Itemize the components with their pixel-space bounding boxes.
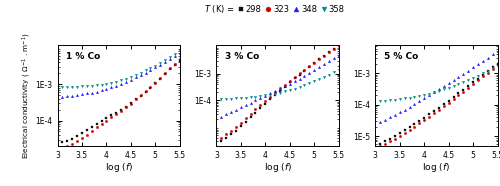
Text: 3 % Co: 3 % Co bbox=[225, 52, 259, 61]
X-axis label: log ($f$): log ($f$) bbox=[104, 161, 132, 174]
Legend: $T$ (K) =, 298, 323, 348, 358: $T$ (K) =, 298, 323, 348, 358 bbox=[194, 2, 346, 16]
X-axis label: log ($f$): log ($f$) bbox=[264, 161, 291, 174]
X-axis label: log ($f$): log ($f$) bbox=[422, 161, 450, 174]
Y-axis label: Electrical conductivity ( $\Omega^{-1}$ . m$^{-1}$): Electrical conductivity ( $\Omega^{-1}$ … bbox=[20, 32, 32, 159]
Text: 1 % Co: 1 % Co bbox=[66, 52, 100, 61]
Text: 5 % Co: 5 % Co bbox=[384, 52, 418, 61]
